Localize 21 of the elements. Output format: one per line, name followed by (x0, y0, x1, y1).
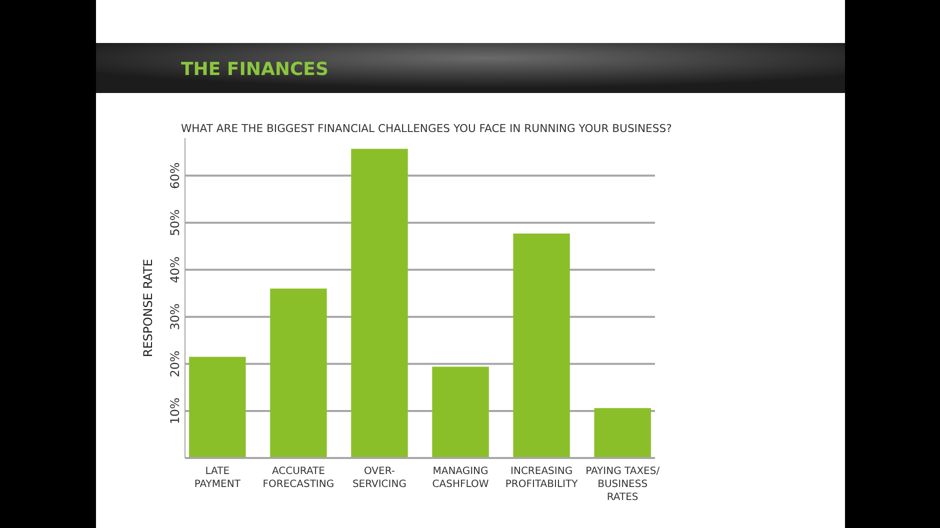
x-tick-label: MANAGING CASHFLOW (432, 466, 489, 490)
bar (513, 234, 570, 458)
bar (594, 408, 651, 458)
x-tick-label: OVER- SERVICING (352, 466, 406, 490)
bar (189, 356, 246, 458)
y-tick-label: 50% (168, 209, 182, 236)
y-tick-label: 60% (168, 162, 182, 189)
y-tick-label: 10% (168, 398, 182, 424)
bar (270, 288, 327, 458)
x-tick-label: ACCURATE FORECASTING (262, 466, 334, 490)
x-tick-label: LATE PAYMENT (194, 466, 242, 490)
y-tick-label: 40% (168, 256, 182, 284)
bar (432, 366, 489, 458)
bar (351, 148, 408, 458)
y-axis-title: RESPONSE RATE (141, 258, 155, 358)
y-tick-label: 20% (168, 350, 182, 378)
x-tick-label: INCREASING PROFITABILITY (505, 466, 579, 490)
chart-title: THE FINANCES (181, 59, 328, 80)
x-tick-label: PAYING TAXES/ BUSINESS RATES (586, 466, 660, 503)
chart-subtitle: WHAT ARE THE BIGGEST FINANCIAL CHALLENGES YOU FACE IN RUNNING YOUR BUSINESS? (181, 122, 672, 135)
y-tick-label: 30% (168, 303, 182, 330)
